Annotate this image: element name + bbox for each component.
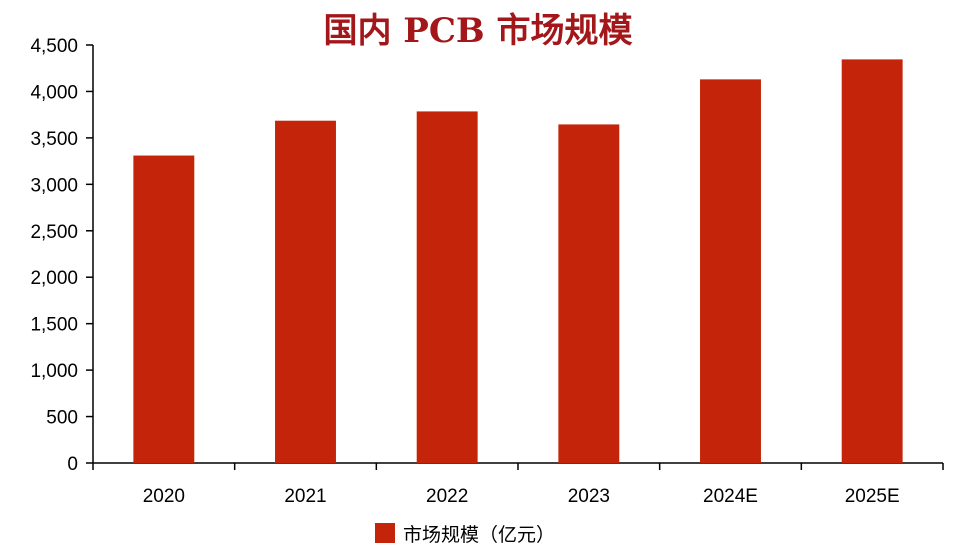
legend: 市场规模（亿元） [375, 523, 555, 546]
legend-label: 市场规模（亿元） [403, 524, 555, 546]
y-tick-label: 1,500 [30, 315, 78, 336]
legend-swatch [375, 523, 395, 543]
y-tick-label: 4,000 [30, 82, 78, 103]
y-tick-label: 2,000 [30, 268, 78, 289]
x-axis: 2020 2021 2022 2023 2024E 2025E [92, 462, 944, 507]
bars [133, 59, 903, 464]
y-tick-label: 4,500 [30, 36, 78, 57]
x-tick-label: 2020 [143, 486, 185, 507]
bar [416, 111, 478, 463]
y-tick-label: 0 [67, 454, 78, 475]
x-tick-label: 2024E [703, 486, 758, 507]
bar [133, 155, 195, 463]
x-tick-label: 2021 [284, 486, 326, 507]
x-tick-label: 2022 [426, 486, 468, 507]
y-tick-label: 3,500 [30, 129, 78, 150]
chart-title: 国内 PCB 市场规模 [323, 11, 632, 51]
x-tick-label: 2023 [568, 486, 610, 507]
bar [558, 124, 620, 464]
y-tick-label: 2,500 [30, 222, 78, 243]
bar [700, 79, 761, 463]
x-tick-label: 2025E [845, 486, 900, 507]
y-axis: 0 500 1,000 1,500 2,000 2,500 3,000 3,500 4,000 4… [30, 36, 94, 475]
bar [275, 120, 336, 464]
bar [841, 59, 903, 464]
y-tick-label: 500 [46, 408, 78, 429]
y-tick-label: 3,000 [30, 175, 78, 196]
y-tick-label: 1,000 [30, 361, 78, 382]
